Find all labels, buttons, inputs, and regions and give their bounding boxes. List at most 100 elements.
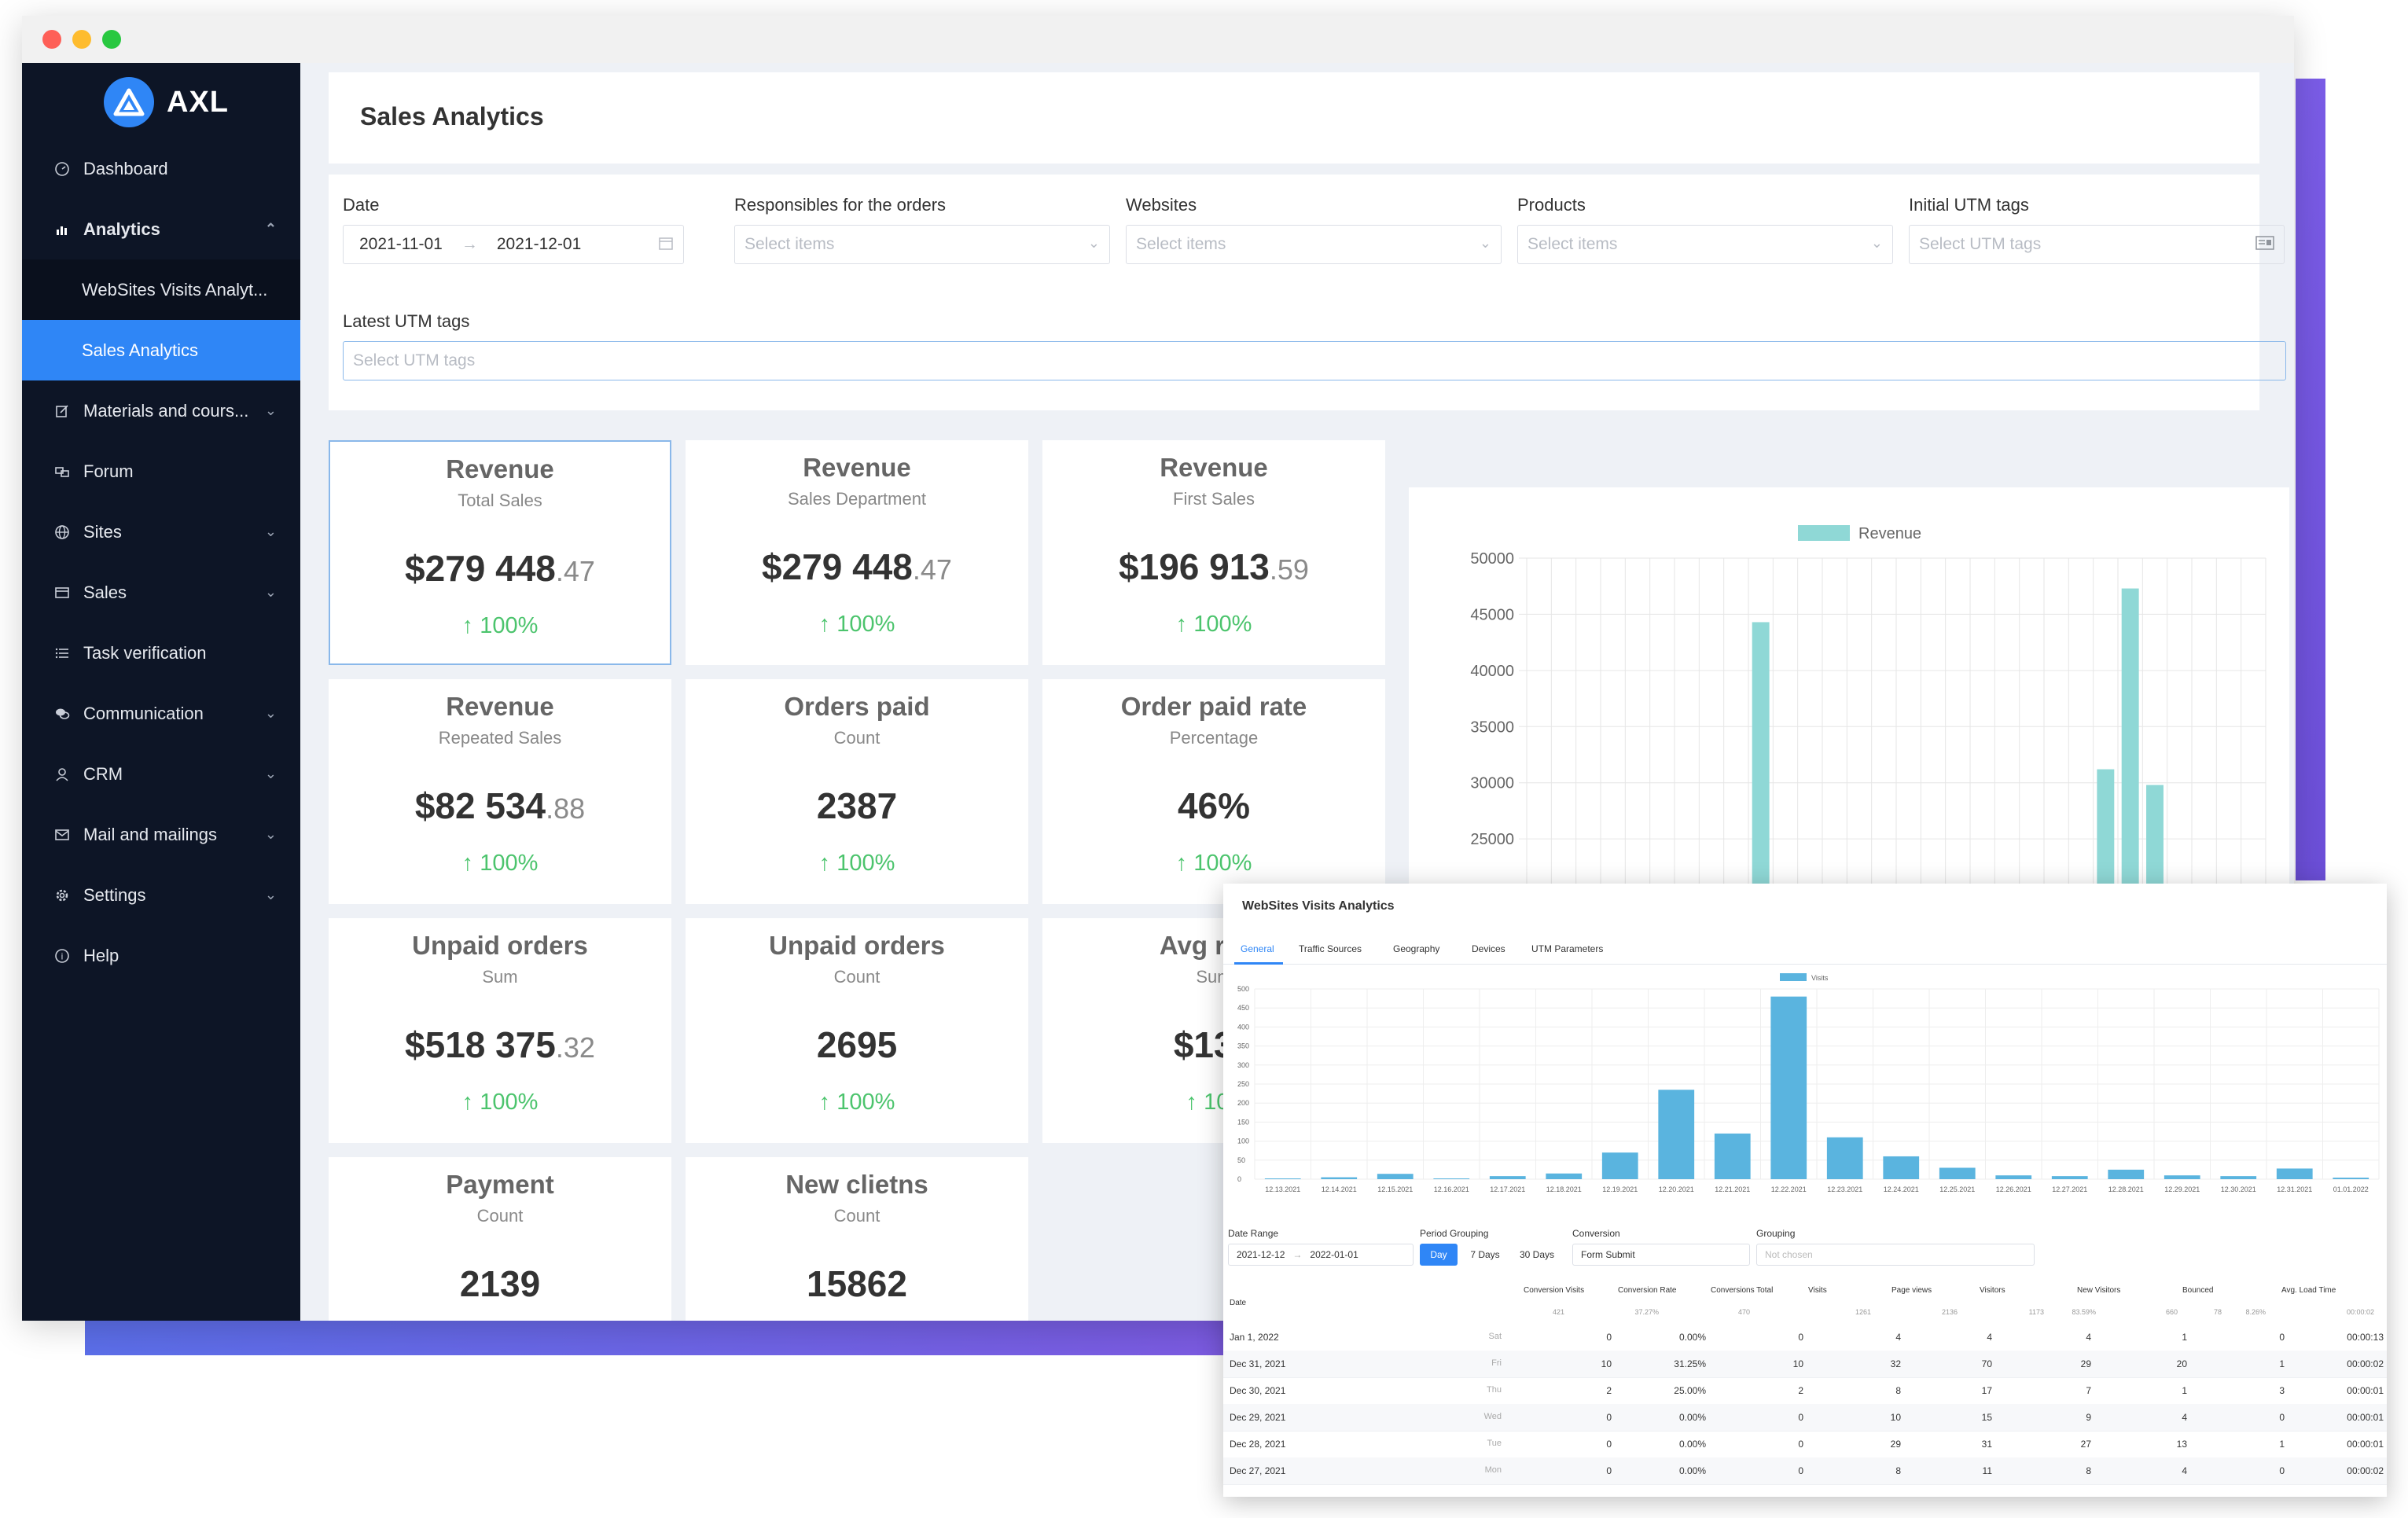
visits-bar xyxy=(1826,1137,1863,1179)
visits-date-to: 2022-01-01 xyxy=(1310,1249,1358,1260)
maximize-window-button[interactable] xyxy=(102,30,121,49)
period-7days-button[interactable]: 7 Days xyxy=(1470,1249,1500,1260)
sidebar-item-websites-visits-analyt[interactable]: WebSites Visits Analyt... xyxy=(22,259,300,320)
column-header-conversion-rate[interactable]: Conversion Rate xyxy=(1618,1286,1677,1295)
period-30days-button[interactable]: 30 Days xyxy=(1519,1249,1555,1260)
websites-select[interactable]: Select items ⌄ xyxy=(1126,225,1502,264)
help-icon: i xyxy=(53,947,71,965)
sidebar-item-sites[interactable]: Sites ⌄ xyxy=(22,502,300,562)
sidebar-item-crm[interactable]: CRM ⌄ xyxy=(22,744,300,804)
metric-card-unpaid-orders-sum[interactable]: Unpaid orders Sum $518 375.32 ↑ 100% xyxy=(329,918,671,1143)
metric-card-revenue-repeated-sales[interactable]: Revenue Repeated Sales $82 534.88 ↑ 100% xyxy=(329,679,671,904)
column-header-date[interactable]: Date xyxy=(1230,1299,1247,1307)
column-total: 470 xyxy=(1737,1308,1750,1316)
column-header-bounced[interactable]: Bounced xyxy=(2182,1286,2214,1295)
table-row[interactable]: Dec 31, 2021 Fri 10 31.25% 10 32 70 29 20 1 00:00:… xyxy=(1223,1351,2387,1378)
column-header-visitors[interactable]: Visitors xyxy=(1980,1286,2005,1295)
column-header-conversions-total[interactable]: Conversions Total xyxy=(1711,1286,1774,1295)
sidebar-item-communication[interactable]: Communication ⌄ xyxy=(22,683,300,744)
cell-visits: 32 xyxy=(1890,1358,1901,1369)
y-tick-label: 0 xyxy=(1237,1175,1241,1183)
chevron-down-icon: ⌄ xyxy=(264,705,277,721)
card-value-dec: .47 xyxy=(912,553,952,586)
visits-date-range-input[interactable]: 2021-12-12 → 2022-01-01 xyxy=(1228,1244,1414,1266)
metric-card-revenue-first-sales[interactable]: Revenue First Sales $196 913.59 ↑ 100% xyxy=(1042,440,1385,665)
metric-card-order-paid-rate-percentage[interactable]: Order paid rate Percentage 46% ↑ 100% xyxy=(1042,679,1385,904)
card-subtitle: Percentage xyxy=(1169,728,1259,748)
gear-icon xyxy=(53,887,71,904)
initial-utm-label: Initial UTM tags xyxy=(1909,195,2029,215)
sidebar: AXL Dashboard Analytics ⌃ WebSites Visits A… xyxy=(22,63,300,1321)
conversion-select[interactable]: Form Submit xyxy=(1572,1244,1750,1266)
x-tick-label: 12.18.2021 xyxy=(1546,1185,1582,1193)
tab-general[interactable]: General xyxy=(1241,943,1274,954)
metric-card-unpaid-orders-count[interactable]: Unpaid orders Count 2695 ↑ 100% xyxy=(686,918,1028,1143)
cell-visitors: 8 xyxy=(2086,1465,2091,1476)
column-total: 421 xyxy=(1552,1308,1564,1316)
visits-date-from: 2021-12-12 xyxy=(1237,1249,1285,1260)
card-subtitle: Repeated Sales xyxy=(438,728,562,748)
sidebar-item-dashboard[interactable]: Dashboard xyxy=(22,138,300,199)
column-total: 2136 xyxy=(1941,1308,1958,1316)
tab-geography[interactable]: Geography xyxy=(1393,943,1440,954)
tab-devices[interactable]: Devices xyxy=(1472,943,1505,954)
grouping-select[interactable]: Not chosen xyxy=(1756,1244,2035,1266)
table-row[interactable]: Dec 27, 2021 Mon 0 0.00% 0 8 11 8 4 0 00:00:02 xyxy=(1223,1457,2387,1485)
column-header-avg-load-time[interactable]: Avg. Load Time xyxy=(2281,1286,2336,1295)
cell-visits: 29 xyxy=(1890,1439,1901,1450)
column-header-new-visitors[interactable]: New Visitors xyxy=(2077,1286,2121,1295)
sidebar-item-help[interactable]: i Help xyxy=(22,925,300,986)
minimize-window-button[interactable] xyxy=(72,30,91,49)
metric-card-revenue-total-sales[interactable]: Revenue Total Sales $279 448.47 ↑ 100% xyxy=(329,440,671,665)
sidebar-item-materials-and-cours[interactable]: Materials and cours... ⌄ xyxy=(22,380,300,441)
visits-bar xyxy=(2333,1178,2369,1179)
x-tick-label: 12.28.2021 xyxy=(2108,1185,2144,1193)
sidebar-item-sales[interactable]: Sales ⌄ xyxy=(22,562,300,623)
table-row[interactable]: Jan 1, 2022 Sat 0 0.00% 0 4 4 4 1 0 00:00:13 xyxy=(1223,1324,2387,1351)
table-row[interactable]: Dec 28, 2021 Tue 0 0.00% 0 29 31 27 13 1 00:00:01 xyxy=(1223,1431,2387,1458)
table-row[interactable]: Dec 30, 2021 Thu 2 25.00% 2 8 17 7 1 3 00:00:01 xyxy=(1223,1377,2387,1405)
grouping-placeholder: Not chosen xyxy=(1765,1249,1813,1260)
decorative-accent-right xyxy=(2296,79,2325,880)
metric-card-revenue-sales-department[interactable]: Revenue Sales Department $279 448.47 ↑ 100% xyxy=(686,440,1028,665)
initial-utm-select[interactable]: Select UTM tags xyxy=(1909,225,2285,264)
tab-utm-parameters[interactable]: UTM Parameters xyxy=(1531,943,1604,954)
latest-utm-select[interactable]: Select UTM tags xyxy=(343,341,2286,380)
table-row[interactable]: Dec 29, 2021 Wed 0 0.00% 0 10 15 9 4 0 00:00:01 xyxy=(1223,1404,2387,1432)
sidebar-item-forum[interactable]: Forum xyxy=(22,441,300,502)
sidebar-item-task-verification[interactable]: Task verification xyxy=(22,623,300,683)
sidebar-item-mail-and-mailings[interactable]: Mail and mailings ⌄ xyxy=(22,804,300,865)
list-icon xyxy=(53,645,71,662)
visits-bar xyxy=(2276,1168,2313,1179)
column-header-conversion-visits[interactable]: Conversion Visits xyxy=(1524,1286,1585,1295)
chevron-down-icon: ⌄ xyxy=(264,524,277,539)
card-subtitle: Sum xyxy=(482,967,518,987)
sidebar-item-label: Sites xyxy=(83,521,122,542)
chevron-down-icon: ⌄ xyxy=(264,826,277,842)
metric-card-orders-paid-count[interactable]: Orders paid Count 2387 ↑ 100% xyxy=(686,679,1028,904)
card-subtitle: Count xyxy=(833,728,880,748)
column-header-page-views[interactable]: Page views xyxy=(1891,1286,1932,1295)
y-tick-label: 150 xyxy=(1237,1118,1249,1126)
card-change-value: 100% xyxy=(1193,851,1252,876)
sidebar-item-settings[interactable]: Settings ⌄ xyxy=(22,865,300,925)
cell-alt: 00:00:01 xyxy=(2347,1439,2384,1450)
sidebar-item-label: Forum xyxy=(83,461,134,481)
logo[interactable]: AXL xyxy=(104,77,229,127)
products-select[interactable]: Select items ⌄ xyxy=(1517,225,1893,264)
tab-traffic-sources[interactable]: Traffic Sources xyxy=(1299,943,1362,954)
card-title: Unpaid orders xyxy=(412,931,588,960)
responsibles-select[interactable]: Select items ⌄ xyxy=(734,225,1110,264)
date-range-input[interactable]: 2021-11-01 → 2021-12-01 xyxy=(343,225,684,264)
card-change-value: 100% xyxy=(836,612,895,637)
period-day-button[interactable]: Day xyxy=(1420,1244,1458,1266)
card-change: ↑ 100% xyxy=(1042,612,1385,638)
sidebar-item-analytics[interactable]: Analytics ⌃ xyxy=(22,199,300,259)
sidebar-item-sales-analytics[interactable]: Sales Analytics xyxy=(22,320,300,380)
card-change-value: 100% xyxy=(480,613,539,638)
date-label: Date xyxy=(343,195,380,215)
column-header-visits[interactable]: Visits xyxy=(1808,1286,1827,1295)
close-window-button[interactable] xyxy=(42,30,61,49)
